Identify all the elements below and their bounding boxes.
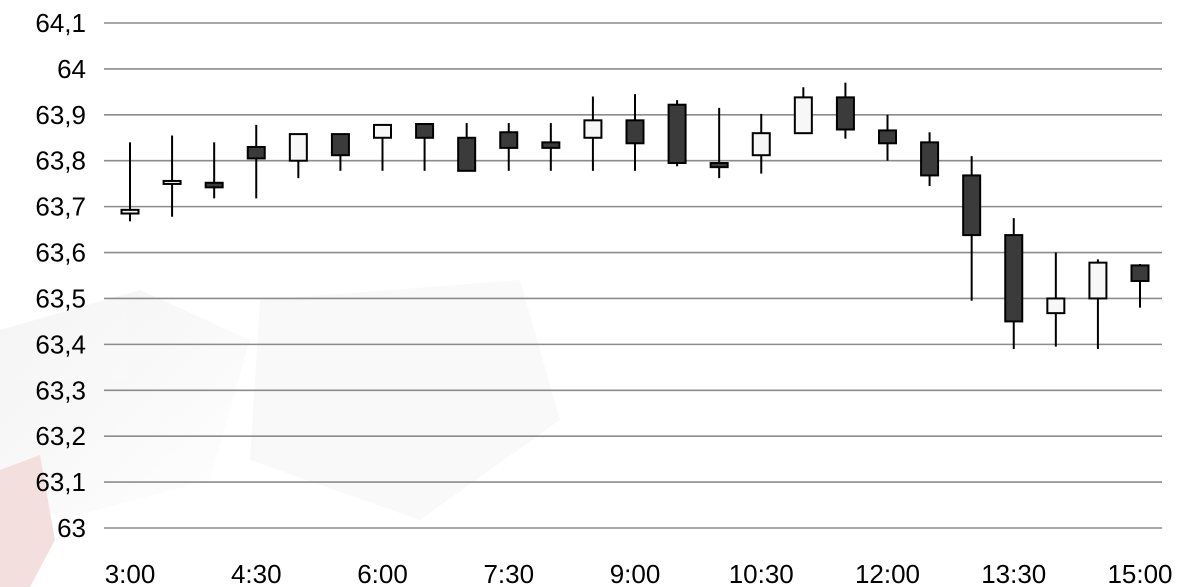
- candle-body: [1088, 261, 1108, 300]
- candle-body: [457, 136, 477, 172]
- candle-body: [835, 96, 855, 131]
- y-tick-label: 63,2: [35, 421, 86, 451]
- candle: [373, 123, 392, 171]
- y-axis-ticks: 64,1 64 63,9 63,8 63,7 63,6 63,5 63,4 63,3 63,2 63…: [35, 8, 86, 543]
- candle: [920, 132, 940, 186]
- candle: [288, 133, 308, 179]
- y-tick-label: 63,1: [35, 467, 86, 497]
- candle-body: [204, 181, 224, 189]
- candle-body: [499, 131, 519, 149]
- x-tick-label: 10:30: [729, 559, 794, 587]
- candle-body: [751, 132, 771, 157]
- candle-body: [709, 162, 729, 169]
- candle: [330, 133, 350, 171]
- candle: [962, 156, 982, 301]
- candle-body: [1130, 264, 1150, 283]
- candles: [120, 82, 1150, 349]
- candle: [120, 142, 140, 222]
- candle-body: [415, 123, 435, 139]
- x-tick-label: 3:00: [105, 559, 156, 587]
- candle: [204, 142, 224, 199]
- candle: [835, 82, 855, 139]
- x-axis-ticks: 3:00 4:30 6:00 7:30 9:00 10:30 12:00 13:30 15:00: [105, 559, 1173, 587]
- x-tick-label: 4:30: [231, 559, 282, 587]
- candle-body: [583, 119, 603, 139]
- y-tick-label: 63,6: [35, 238, 86, 268]
- x-tick-label: 15:00: [1107, 559, 1172, 587]
- candle-body: [962, 174, 982, 237]
- candle: [793, 87, 813, 135]
- y-tick-label: 64: [57, 54, 86, 84]
- candle-body: [667, 103, 687, 165]
- candle: [1004, 218, 1024, 349]
- candle: [1088, 259, 1108, 349]
- candle-body: [246, 145, 266, 160]
- y-tick-label: 64,1: [35, 8, 86, 38]
- y-tick-label: 63,7: [35, 192, 86, 222]
- candle: [583, 96, 603, 171]
- candle: [541, 123, 561, 171]
- candle-body: [330, 133, 350, 157]
- candle-body: [625, 119, 645, 145]
- y-tick-label: 63,3: [35, 375, 86, 405]
- candle: [499, 123, 519, 171]
- candle-body: [162, 179, 182, 185]
- y-tick-label: 63,8: [35, 146, 86, 176]
- x-tick-label: 6:00: [357, 559, 408, 587]
- y-tick-label: 63,9: [35, 100, 86, 130]
- candle-body: [920, 141, 940, 177]
- candle-body: [541, 141, 561, 149]
- candle: [162, 135, 182, 217]
- candle: [457, 123, 477, 172]
- candle-body: [120, 208, 140, 215]
- y-tick-label: 63,5: [35, 283, 86, 313]
- candle: [625, 94, 645, 171]
- x-tick-label: 7:30: [483, 559, 534, 587]
- candle: [878, 114, 897, 161]
- candle: [667, 100, 687, 167]
- background-watermark: [0, 280, 560, 587]
- candle-body: [878, 129, 897, 145]
- candle-body: [288, 133, 308, 162]
- candle-body: [793, 96, 813, 135]
- candle: [709, 107, 729, 179]
- candle: [751, 113, 771, 174]
- candle-body: [373, 123, 392, 139]
- x-tick-label: 12:00: [855, 559, 920, 587]
- x-tick-label: 13:30: [981, 559, 1046, 587]
- candle: [415, 123, 435, 171]
- candle-body: [1004, 234, 1024, 323]
- candle: [1046, 252, 1066, 347]
- x-tick-label: 9:00: [610, 559, 661, 587]
- y-tick-label: 63,4: [35, 329, 86, 359]
- candle: [1130, 264, 1150, 308]
- candle-body: [1046, 297, 1066, 315]
- y-tick-label: 63: [57, 513, 86, 543]
- gridlines: [104, 22, 1162, 529]
- candle: [246, 124, 266, 199]
